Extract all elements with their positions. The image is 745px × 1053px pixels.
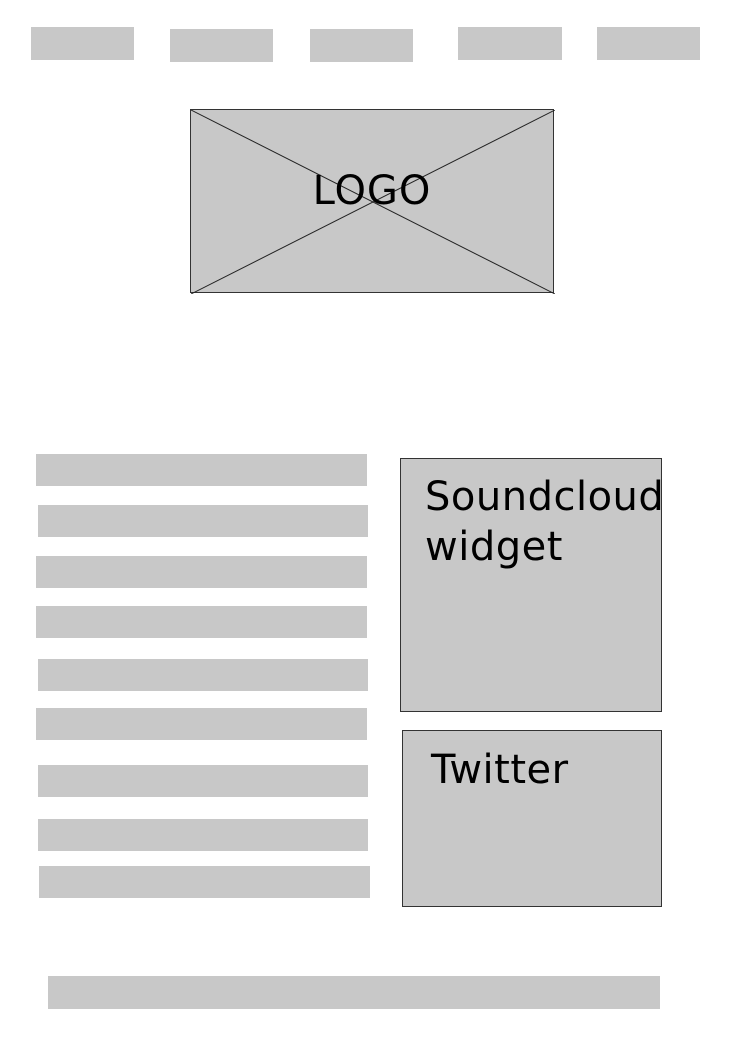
nav-item-2[interactable] bbox=[170, 29, 273, 62]
content-line bbox=[38, 505, 368, 537]
logo-label: LOGO bbox=[312, 168, 432, 214]
nav-item-3[interactable] bbox=[310, 29, 413, 62]
twitter-widget[interactable]: Twitter bbox=[402, 730, 662, 907]
soundcloud-widget-label: Soundcloud widget bbox=[425, 472, 665, 572]
image-placeholder-cross-icon bbox=[191, 110, 555, 294]
nav-item-1[interactable] bbox=[31, 27, 134, 60]
twitter-widget-label: Twitter bbox=[431, 747, 569, 793]
soundcloud-label-line1: Soundcloud bbox=[425, 474, 665, 520]
content-line bbox=[38, 819, 368, 851]
soundcloud-label-line2: widget bbox=[425, 524, 563, 570]
content-line bbox=[36, 454, 367, 486]
soundcloud-widget[interactable]: Soundcloud widget bbox=[400, 458, 665, 712]
footer-bar bbox=[48, 976, 660, 1009]
nav-item-4[interactable] bbox=[458, 27, 562, 60]
content-line bbox=[36, 708, 367, 740]
content-line bbox=[39, 866, 370, 898]
logo-placeholder: LOGO bbox=[190, 109, 555, 294]
content-line bbox=[38, 659, 368, 691]
content-line bbox=[38, 765, 368, 797]
content-line bbox=[36, 556, 367, 588]
nav-item-5[interactable] bbox=[597, 27, 700, 60]
content-line bbox=[36, 606, 367, 638]
